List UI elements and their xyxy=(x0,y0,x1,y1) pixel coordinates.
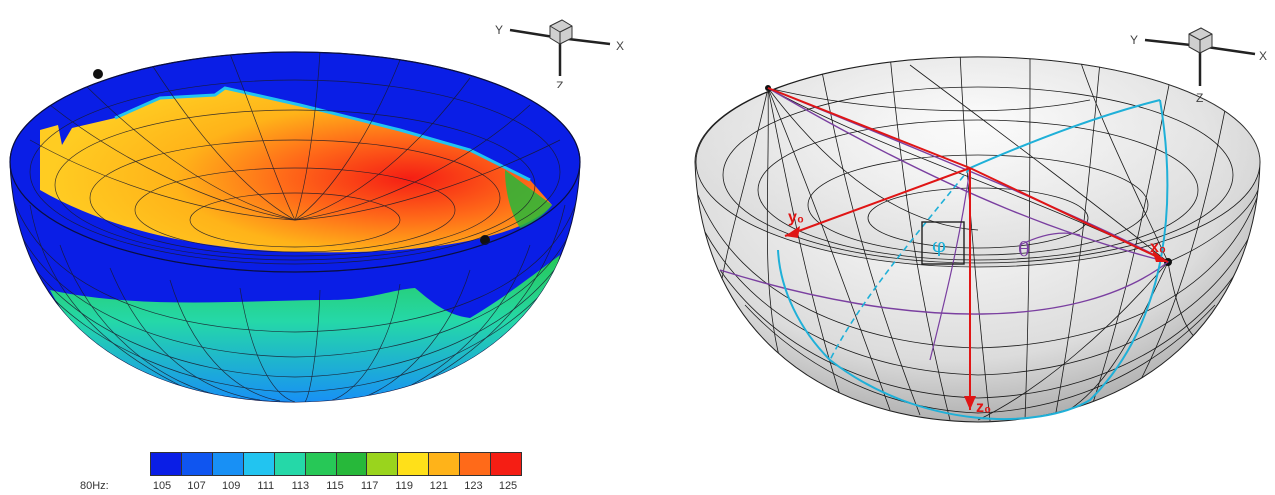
colorbar-swatch xyxy=(242,453,274,475)
colorbar-tick-label: 105 xyxy=(152,480,172,492)
axis-triad-left: Y X Z xyxy=(495,19,624,88)
geometry-hemisphere-panel: φ θ y₀ x₀ z₀ Y X Z xyxy=(660,0,1275,495)
axis-x-label: X xyxy=(616,39,624,53)
colorbar xyxy=(150,452,522,476)
cyan-great-circle xyxy=(777,99,1169,421)
colorbar-swatch xyxy=(366,453,398,475)
colorbar-tick-label: 109 xyxy=(222,480,241,492)
colorbar-tick-label: 107 xyxy=(187,480,206,492)
colorbar-swatch xyxy=(151,453,181,475)
colorbar-swatch xyxy=(211,453,243,475)
axis-z-label: Z xyxy=(556,79,563,88)
z0-label: z₀ xyxy=(976,399,991,416)
x0-label: x₀ xyxy=(1150,239,1166,256)
colorbar-tick-label: 121 xyxy=(429,480,448,492)
bowl-inner-hot-region xyxy=(40,88,552,253)
hemisphere-figure: φ θ y₀ x₀ z₀ xyxy=(694,56,1261,423)
bowl-lower-band xyxy=(50,255,560,402)
colorbar-swatch xyxy=(459,453,491,475)
colorbar-tick-label: 111 xyxy=(257,480,275,492)
bowl-rim xyxy=(9,51,581,273)
colorbar-tick-label: 119 xyxy=(395,480,413,492)
colorbar-legend: 80Hz: 105 107 109 111 113 115 117 119 121 123 125 xyxy=(80,452,522,492)
phi-angle-box xyxy=(921,221,965,265)
x0-vector xyxy=(969,167,1169,263)
colorbar-swatch xyxy=(335,453,367,475)
phi-label: φ xyxy=(932,233,946,257)
axis-y-label: Y xyxy=(495,23,503,37)
colorbar-swatch xyxy=(180,453,212,475)
sound-pressure-bowl-panel: Y X Z xyxy=(0,0,624,495)
axis-z-label: Z xyxy=(1196,91,1203,104)
axis-triad-right: Y X Z xyxy=(1130,27,1267,104)
axis-y-label: Y xyxy=(1130,33,1138,47)
theta-label: θ xyxy=(1018,237,1030,261)
colorbar-swatch xyxy=(397,453,429,475)
colorbar-tick-label: 123 xyxy=(464,480,483,492)
colorbar-tick-label: 113 xyxy=(291,480,310,492)
colorbar-tick-label: 125 xyxy=(498,480,518,492)
colorbar-tick-label: 117 xyxy=(360,480,379,492)
axis-x-label: X xyxy=(1259,49,1267,63)
colorbar-swatch xyxy=(428,453,460,475)
colorbar-frequency-label: 80Hz: xyxy=(80,480,109,492)
bowl-figure xyxy=(9,51,581,403)
colorbar-swatch xyxy=(490,453,522,475)
colorbar-swatch xyxy=(304,453,336,475)
y0-label: y₀ xyxy=(788,209,804,226)
colorbar-swatch xyxy=(273,453,305,475)
y0-vector xyxy=(784,167,971,237)
colorbar-tick-label: 115 xyxy=(326,480,344,492)
